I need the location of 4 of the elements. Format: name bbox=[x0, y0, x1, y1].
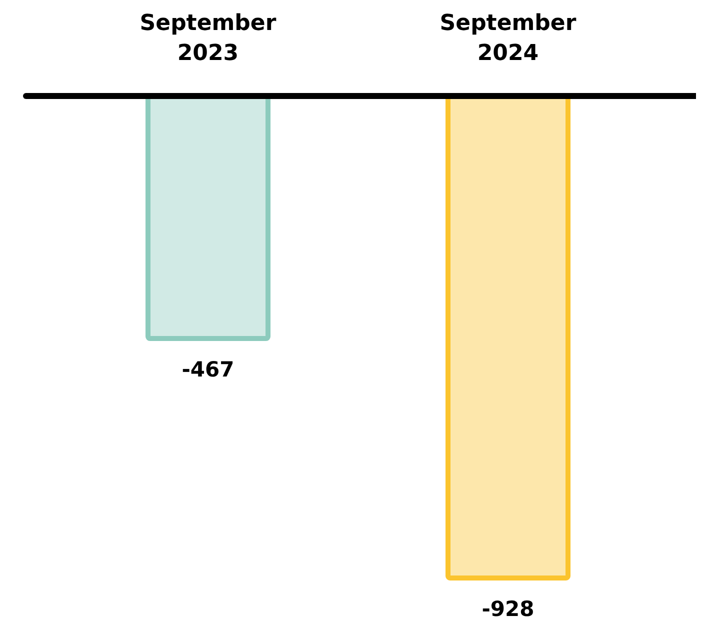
x-tick-label: September 2024 bbox=[440, 11, 576, 66]
data-label: -467 bbox=[182, 358, 234, 382]
data-label: -928 bbox=[482, 597, 534, 621]
x-tick-label: September 2023 bbox=[140, 11, 276, 66]
